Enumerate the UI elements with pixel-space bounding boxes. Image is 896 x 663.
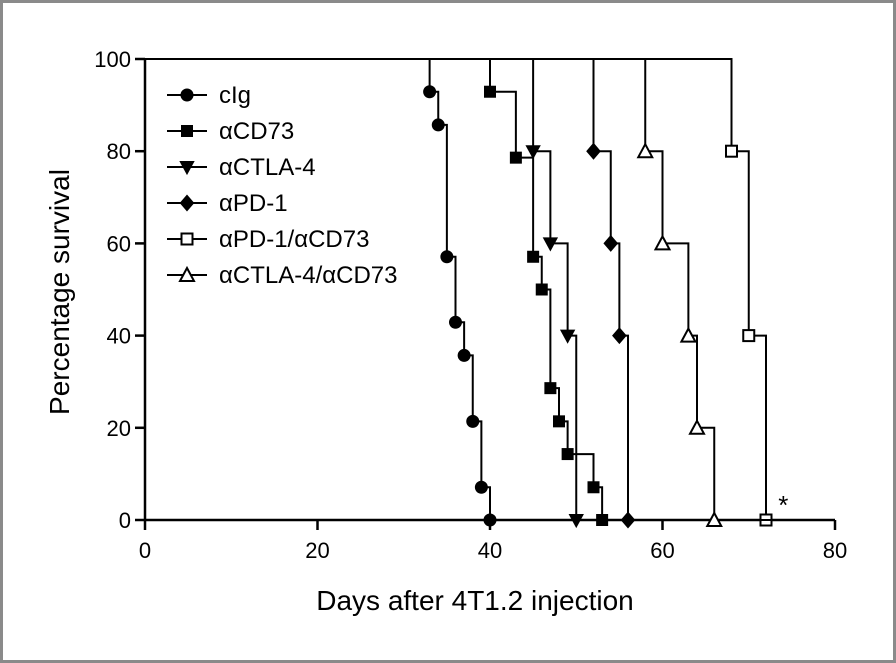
significance-annotation: * bbox=[778, 490, 788, 520]
series-0-point-0 bbox=[423, 85, 437, 99]
series-1-point-6 bbox=[561, 448, 574, 461]
y-axis-label: Percentage survival bbox=[44, 169, 75, 415]
series-2-point-3 bbox=[568, 514, 584, 529]
series-0-point-5 bbox=[466, 414, 480, 428]
legend-label-0: cIg bbox=[219, 82, 251, 109]
survival-chart: 0 20 40 60 80 0 20 40 60 80 100 cIg αCD73 αCTLA-4 αPD… bbox=[44, 47, 847, 616]
series-3-point-3 bbox=[620, 511, 636, 529]
x-tick-label-3: 60 bbox=[650, 538, 674, 563]
series-2-point-1 bbox=[542, 237, 559, 252]
series-2-line bbox=[145, 58, 835, 521]
series-4-point-1 bbox=[742, 329, 756, 343]
series-0-point-1 bbox=[431, 118, 445, 132]
legend: cIg αCD73 αCTLA-4 αPD-1 αPD-1/αCD73 αCTLA-4/α… bbox=[167, 82, 397, 289]
legend-label-4: αPD-1/αCD73 bbox=[219, 226, 369, 253]
legend-marker-5 bbox=[178, 265, 196, 282]
x-tick-label-4: 80 bbox=[823, 538, 847, 563]
series-2-point-0 bbox=[525, 145, 541, 160]
series-4-point-0 bbox=[725, 144, 738, 158]
series-5-point-2 bbox=[679, 326, 698, 343]
series-3-point-0 bbox=[586, 142, 601, 160]
series-5-point-4 bbox=[705, 510, 723, 527]
series-1-point-3 bbox=[535, 283, 548, 296]
series-1-point-4 bbox=[544, 382, 557, 395]
x-tick-label-1: 20 bbox=[305, 538, 329, 563]
series-1-point-7 bbox=[587, 481, 600, 494]
series-0-point-6 bbox=[474, 480, 488, 494]
y-tick-label-5: 100 bbox=[94, 47, 131, 72]
series-1-point-0 bbox=[484, 85, 496, 98]
y-tick-label-2: 40 bbox=[107, 324, 131, 349]
legend-marker-3 bbox=[179, 194, 195, 212]
x-tick-label-0: 0 bbox=[139, 538, 151, 563]
series-5-point-3 bbox=[688, 418, 706, 435]
series-1-point-2 bbox=[527, 250, 540, 263]
legend-marker-1 bbox=[181, 125, 193, 137]
series-5 bbox=[145, 58, 835, 527]
x-axis-label: Days after 4T1.2 injection bbox=[316, 585, 634, 616]
legend-marker-4 bbox=[180, 232, 194, 246]
y-tick-label-0: 0 bbox=[119, 508, 131, 533]
series-1-point-1 bbox=[509, 151, 522, 164]
series-3-point-1 bbox=[603, 234, 619, 252]
x-tick-label-2: 40 bbox=[478, 538, 502, 563]
series-layer bbox=[145, 58, 835, 529]
legend-label-3: αPD-1 bbox=[219, 190, 288, 217]
series-0-point-3 bbox=[449, 315, 462, 329]
series-5-line bbox=[145, 58, 835, 521]
y-tick-label-4: 80 bbox=[107, 139, 131, 164]
series-3 bbox=[145, 58, 835, 529]
series-1-point-5 bbox=[553, 415, 565, 428]
legend-marker-0 bbox=[180, 88, 194, 102]
series-5-point-0 bbox=[636, 142, 654, 159]
series-3-point-2 bbox=[612, 327, 627, 345]
series-2 bbox=[145, 58, 835, 529]
y-tick-label-3: 60 bbox=[107, 231, 131, 256]
legend-marker-2 bbox=[179, 161, 195, 176]
series-0-point-4 bbox=[457, 348, 471, 362]
legend-label-1: αCD73 bbox=[219, 118, 294, 145]
series-0-point-7 bbox=[483, 513, 497, 527]
series-2-point-2 bbox=[559, 329, 576, 344]
legend-label-5: αCTLA-4/αCD73 bbox=[219, 262, 397, 289]
legend-label-2: αCTLA-4 bbox=[219, 154, 316, 181]
series-1 bbox=[145, 58, 835, 526]
axes: 0 20 40 60 80 0 20 40 60 80 100 bbox=[94, 47, 847, 563]
series-0-point-2 bbox=[440, 250, 454, 264]
series-0 bbox=[145, 58, 835, 527]
series-4-line bbox=[145, 58, 835, 521]
y-tick-label-1: 20 bbox=[107, 416, 131, 441]
series-5-point-1 bbox=[653, 234, 672, 251]
